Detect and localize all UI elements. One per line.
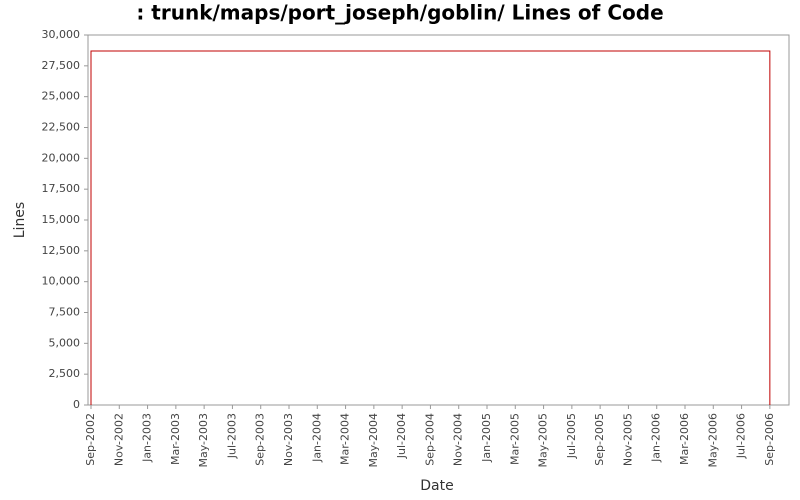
x-tick-label: Sep-2006 — [763, 413, 776, 466]
x-tick-label: Sep-2004 — [423, 413, 436, 466]
y-tick-label: 12,500 — [42, 244, 81, 257]
x-tick-label: Jan-2005 — [480, 413, 493, 463]
x-axis-label: Date — [420, 478, 453, 494]
x-tick-label: Nov-2002 — [112, 413, 125, 466]
x-tick-label: Jan-2004 — [310, 413, 323, 463]
x-tick-label: May-2006 — [706, 413, 719, 468]
x-tick-label: Jul-2006 — [735, 413, 748, 459]
x-tick-label: Nov-2003 — [282, 413, 295, 466]
x-tick-label: Mar-2003 — [169, 413, 182, 465]
x-tick-label: Jan-2003 — [141, 413, 154, 463]
x-tick-label: May-2003 — [197, 413, 210, 468]
line — [90, 50, 771, 405]
plot-area — [87, 34, 790, 406]
x-tick-label: May-2004 — [367, 413, 380, 468]
chart-title: : trunk/maps/port_joseph/goblin/ Lines o… — [136, 1, 663, 25]
y-tick-label: 20,000 — [42, 151, 81, 164]
x-tick-label: Sep-2005 — [593, 413, 606, 466]
y-tick-label: 30,000 — [42, 28, 81, 41]
x-tick-label: Jan-2006 — [650, 413, 663, 463]
x-tick-label: Jul-2003 — [225, 413, 238, 459]
x-tick-label: Jul-2004 — [395, 413, 408, 459]
x-tick-label: Jul-2005 — [565, 413, 578, 459]
y-tick-label: 17,500 — [42, 182, 81, 195]
x-tick-label: Nov-2004 — [452, 413, 465, 466]
x-tick-label: May-2005 — [537, 413, 550, 468]
y-tick-label: 5,000 — [49, 336, 81, 349]
y-tick-label: 25,000 — [42, 90, 81, 103]
y-tick-label: 22,500 — [42, 121, 81, 134]
x-tick-label: Sep-2003 — [254, 413, 267, 466]
y-tick-label: 10,000 — [42, 275, 81, 288]
y-tick-label: 2,500 — [49, 367, 81, 380]
x-tick-label: Mar-2006 — [678, 413, 691, 465]
y-tick-label: 7,500 — [49, 306, 81, 319]
y-tick-label: 27,500 — [42, 59, 81, 72]
x-tick-label: Mar-2005 — [508, 413, 521, 465]
y-tick-label: 0 — [73, 398, 80, 411]
x-tick-label: Mar-2004 — [339, 413, 352, 465]
x-tick-label: Sep-2002 — [84, 413, 97, 466]
y-axis-label: Lines — [12, 202, 28, 238]
y-tick-label: 15,000 — [42, 213, 81, 226]
x-tick-label: Nov-2005 — [621, 413, 634, 466]
